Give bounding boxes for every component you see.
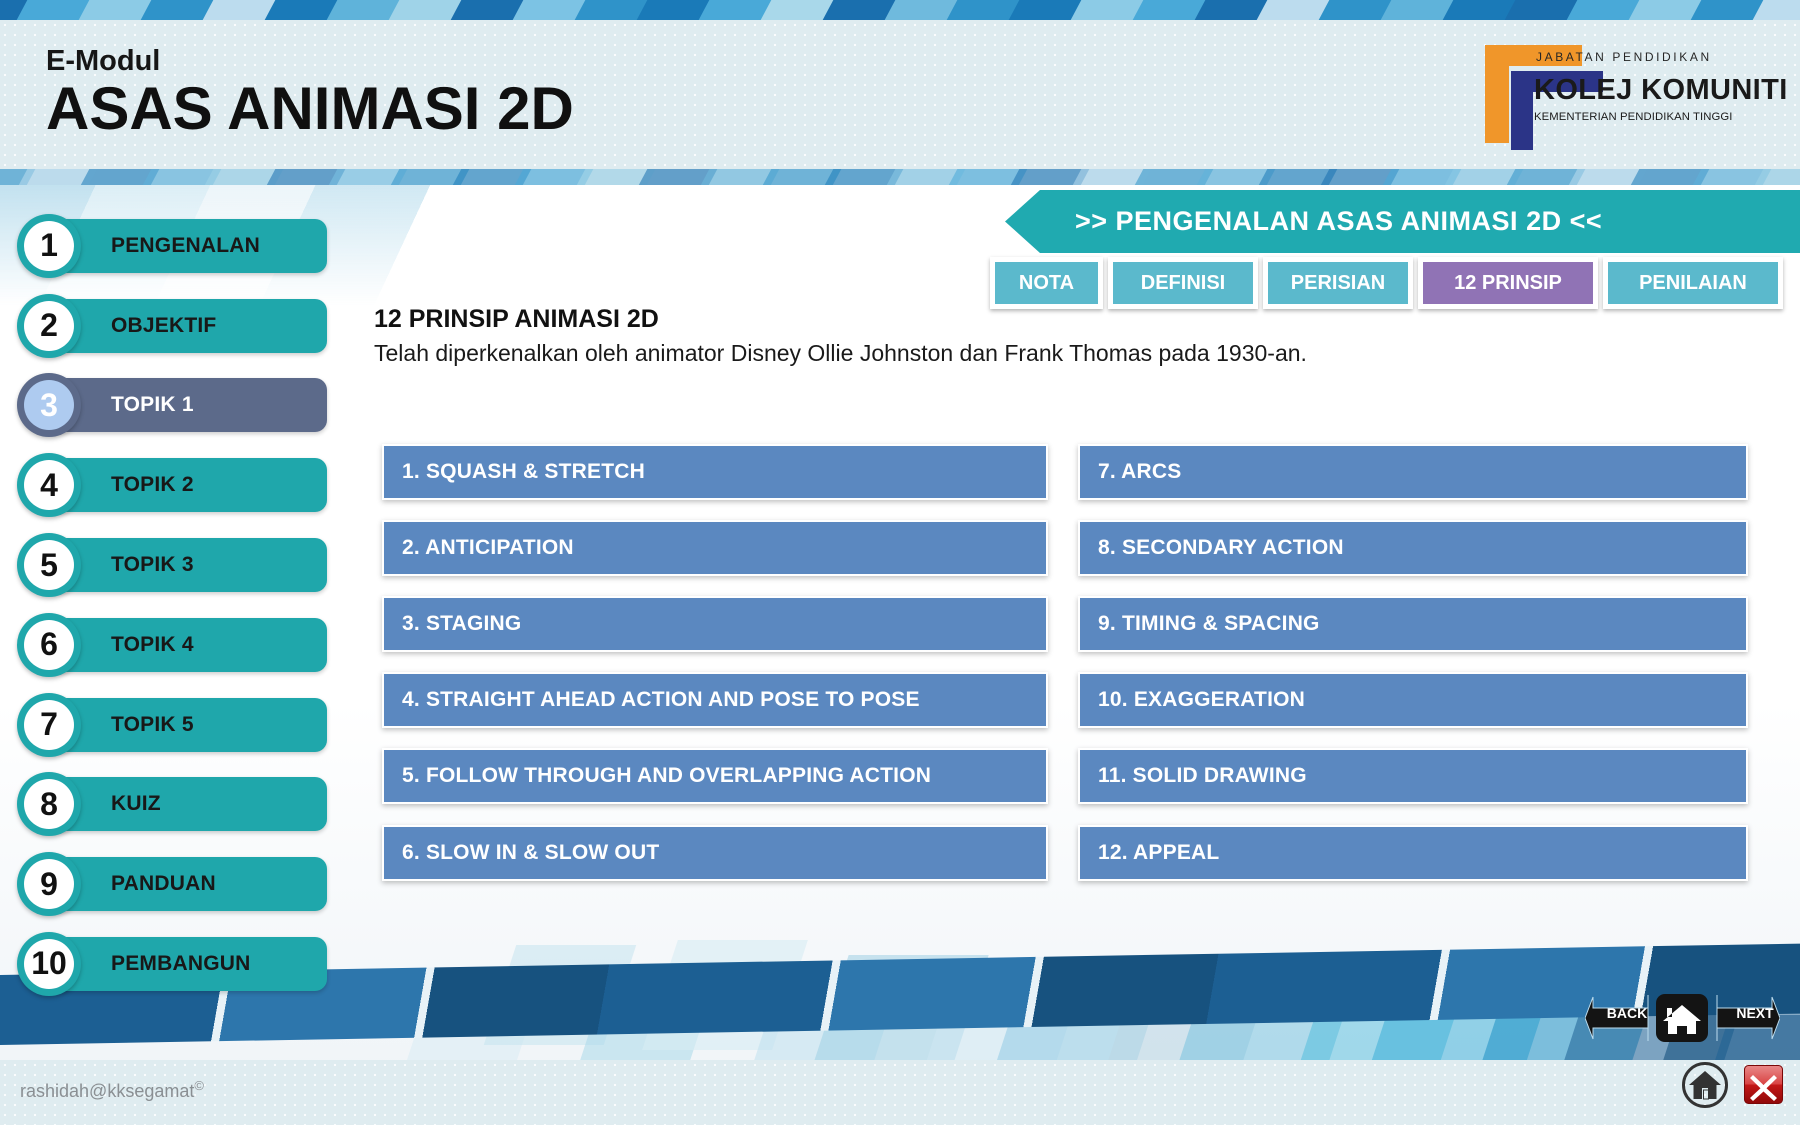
svg-text:KEMENTERIAN PENDIDIKAN TINGGI: KEMENTERIAN PENDIDIKAN TINGGI: [1534, 111, 1733, 123]
svg-text:JABATAN PENDIDIKAN: JABATAN PENDIDIKAN: [1536, 50, 1712, 64]
svg-text:KOLEJ KOMUNITI: KOLEJ KOMUNITI: [1534, 74, 1788, 106]
